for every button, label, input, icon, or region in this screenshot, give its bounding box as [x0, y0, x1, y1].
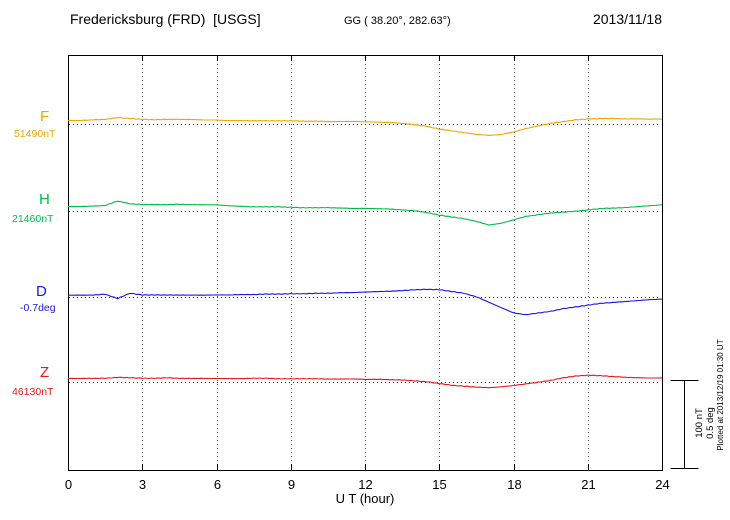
series-baseline-F: 51490nT [14, 128, 56, 140]
series-label-F: F [40, 108, 50, 125]
x-axis-label: U T (hour) [335, 491, 395, 506]
x-tick-label: 18 [507, 477, 521, 492]
series-label-H: H [39, 191, 50, 208]
trace-Z [67, 374, 663, 389]
series-baseline-D: -0.7deg [20, 302, 56, 314]
station-title: Fredericksburg (FRD) [USGS] [70, 11, 261, 27]
x-tick-label: 12 [358, 477, 372, 492]
observation-date: 2013/11/18 [592, 11, 662, 27]
x-tick-label: 15 [432, 477, 446, 492]
x-tick-label: 24 [655, 477, 669, 492]
geographic-coordinates: GG ( 38.20°, 282.63°) [344, 15, 451, 27]
trace-D [68, 288, 663, 316]
x-tick-label: 9 [288, 477, 295, 492]
x-tick-label: 3 [139, 477, 146, 492]
x-tick-label: 21 [581, 477, 595, 492]
series-label-Z: Z [40, 364, 50, 381]
trace-H [68, 200, 663, 226]
series-label-D: D [36, 283, 47, 300]
x-tick-label: 0 [65, 477, 72, 492]
trace-F [67, 117, 663, 136]
plotted-at-note: Plotted at 2013/12/19 01:30 UT [716, 339, 725, 451]
series-baseline-H: 21460nT [12, 213, 54, 225]
x-tick-label: 6 [214, 477, 221, 492]
series-baseline-Z: 46130nT [12, 386, 54, 398]
